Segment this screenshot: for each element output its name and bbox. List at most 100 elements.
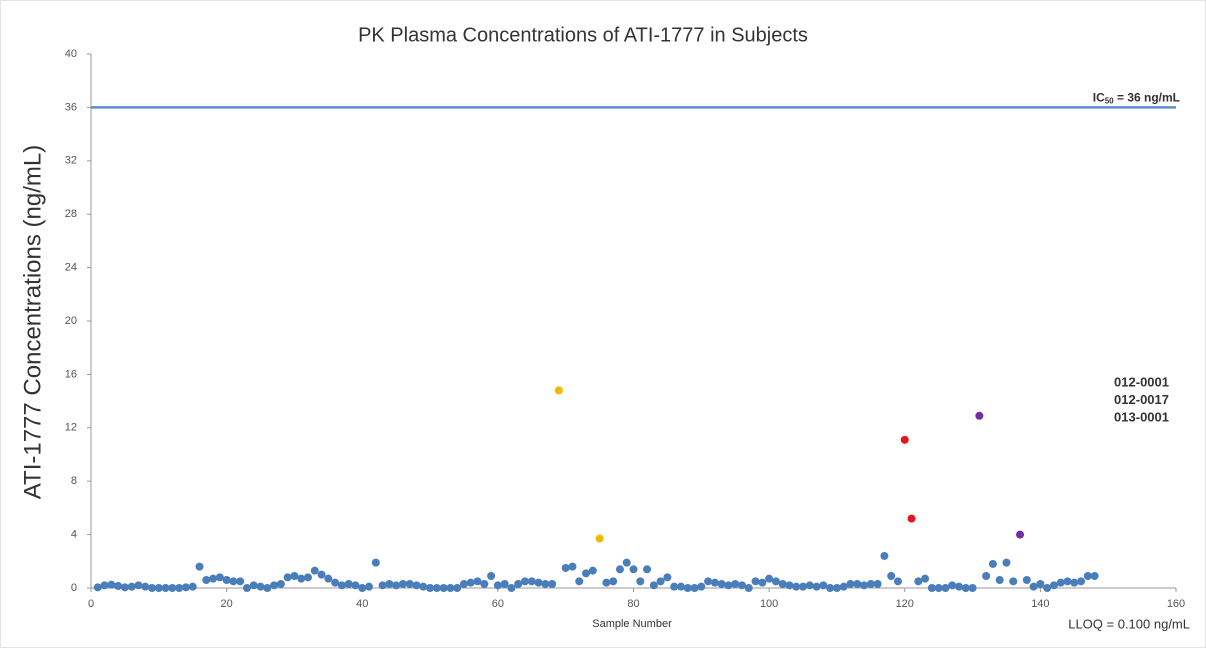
point <box>242 584 251 592</box>
point <box>724 581 733 590</box>
point <box>317 570 326 579</box>
reference-label: IC50 = 36 ng/mL <box>1093 91 1180 106</box>
point <box>365 582 374 591</box>
point <box>141 582 150 591</box>
point <box>934 584 943 592</box>
point <box>771 577 780 586</box>
point <box>134 581 143 590</box>
x-tick-label: 100 <box>760 598 778 610</box>
point <box>310 566 319 575</box>
point <box>582 569 591 578</box>
point <box>514 579 523 588</box>
point <box>392 581 401 590</box>
point <box>398 579 407 588</box>
point <box>697 582 706 591</box>
point <box>188 582 197 591</box>
point <box>1043 584 1052 592</box>
point <box>236 577 245 586</box>
point <box>649 581 658 590</box>
point <box>432 584 441 592</box>
point <box>629 565 638 574</box>
point <box>1029 582 1038 591</box>
point <box>290 571 299 580</box>
point <box>439 584 448 592</box>
point <box>812 582 821 591</box>
point <box>602 578 611 587</box>
point <box>731 579 740 588</box>
point <box>839 582 848 591</box>
point <box>466 578 475 587</box>
y-tick-label: 40 <box>65 48 77 60</box>
point <box>568 562 577 571</box>
point <box>453 584 462 592</box>
x-tick-label: 40 <box>356 598 368 610</box>
x-tick-label: 20 <box>221 598 233 610</box>
point <box>114 581 123 590</box>
x-axis-label: Sample Number <box>592 618 672 630</box>
point <box>975 411 984 420</box>
point <box>331 578 340 587</box>
point <box>704 577 713 586</box>
y-axis-label: ATI-1777 Concentrations (ng/mL) <box>19 145 46 499</box>
point <box>222 575 231 584</box>
point <box>1022 575 1031 584</box>
point <box>419 582 428 591</box>
point <box>900 435 909 444</box>
x-tick-label: 160 <box>1167 598 1185 610</box>
point <box>480 579 489 588</box>
point <box>758 578 767 587</box>
point <box>1009 577 1018 586</box>
point <box>1077 577 1086 586</box>
point <box>1036 579 1045 588</box>
reference-label-part: IC <box>1093 91 1105 105</box>
x-tick-label: 120 <box>896 598 914 610</box>
legend-entry: 012-0001 <box>1114 374 1169 389</box>
point <box>100 581 109 590</box>
point <box>548 579 557 588</box>
point <box>663 573 672 582</box>
point <box>161 584 170 592</box>
point <box>982 571 991 580</box>
reference-label-part: = 36 ng/mL <box>1114 91 1180 105</box>
point <box>914 577 923 586</box>
point <box>507 584 516 592</box>
legend-entry: 012-0017 <box>1114 392 1169 407</box>
point <box>168 584 177 592</box>
x-tick-label: 140 <box>1031 598 1049 610</box>
point <box>873 579 882 588</box>
point <box>283 573 292 582</box>
point <box>893 577 902 586</box>
point <box>358 584 367 592</box>
point <box>656 577 665 586</box>
point <box>527 577 536 586</box>
point <box>473 577 482 586</box>
point <box>487 571 496 580</box>
point <box>1063 577 1072 586</box>
annotation: LLOQ = 0.100 ng/mL <box>1068 616 1190 631</box>
point <box>907 514 916 523</box>
point <box>120 583 129 592</box>
point <box>337 581 346 590</box>
point <box>927 584 936 592</box>
point <box>554 386 563 395</box>
point <box>304 573 312 582</box>
point <box>968 584 977 592</box>
point <box>683 584 692 592</box>
point <box>805 581 814 590</box>
y-tick-label: 16 <box>65 368 77 380</box>
point <box>765 574 774 583</box>
point <box>459 579 468 588</box>
point <box>154 584 163 592</box>
point <box>385 579 394 588</box>
point <box>344 579 353 588</box>
point <box>588 566 597 575</box>
point <box>209 574 218 583</box>
point <box>778 579 787 588</box>
point <box>738 581 746 590</box>
y-tick-label: 8 <box>71 475 77 487</box>
point <box>995 575 1004 584</box>
point <box>1016 530 1025 539</box>
point <box>229 577 238 586</box>
y-tick-label: 0 <box>71 582 77 594</box>
